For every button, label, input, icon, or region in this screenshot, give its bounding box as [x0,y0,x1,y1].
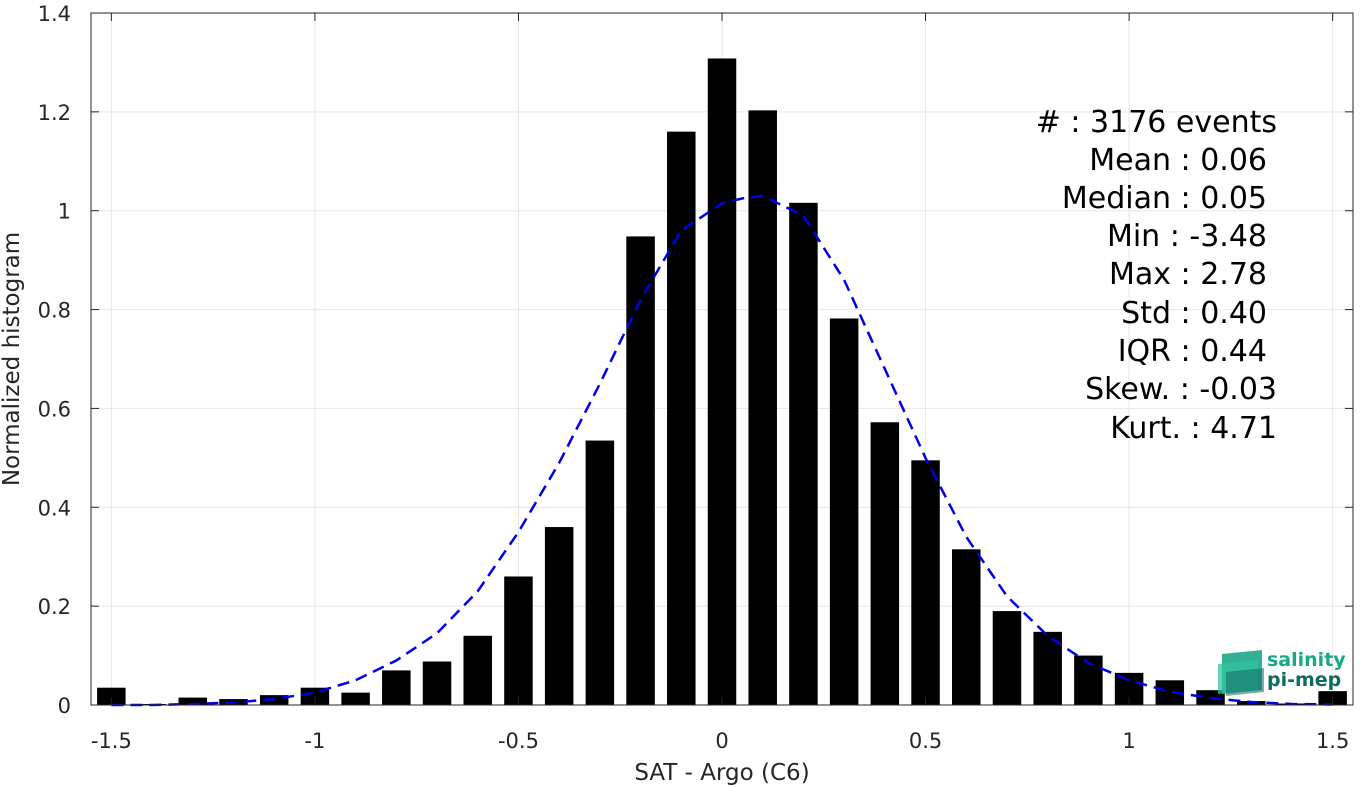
x-tick-label: -1.5 [91,729,132,753]
x-tick-label: -1 [304,729,325,753]
logo-line-pi-mep: pi-mep [1267,669,1341,691]
logo-line-salinity: salinity [1267,649,1346,671]
histogram-bars [97,58,1347,706]
y-tick-label: 0.8 [38,299,71,323]
histogram-bar [1033,631,1062,705]
histogram-bar [544,527,574,705]
y-tick-label: 0.2 [38,595,71,619]
stats-box: # : 3176 events Mean : 0.06 Median : 0.0… [1036,105,1277,446]
gaussian-fit-line [111,194,1333,707]
histogram-bar [341,692,370,705]
y-tick-label: 1 [58,200,71,224]
y-axis-label: Normalized histogram [0,232,25,486]
stat-skew: Skew. : -0.03 [1085,372,1277,407]
y-tick-label: 1.4 [38,2,71,26]
histogram-bar [178,697,208,705]
histogram-bar [829,318,859,705]
histogram-bar [952,549,981,705]
y-tick-label: 0 [58,694,71,718]
stat-median: Median : 0.05 [1062,181,1267,216]
histogram-bar [911,460,940,705]
y-tick-label: 0.6 [38,397,71,421]
histogram-bar [870,422,900,705]
stat-kurt: Kurt. : 4.71 [1110,411,1277,446]
histogram-bar [585,440,615,705]
stat-min: Min : -3.48 [1107,219,1267,254]
stat-iqr: IQR : 0.44 [1118,334,1267,369]
salinity-pi-mep-logo: salinity pi-mep [1218,649,1346,696]
histogram-bar [748,110,777,706]
histogram-bar [504,576,533,705]
y-tick-label: 1.2 [38,101,71,125]
x-tick-label: -0.5 [498,729,539,753]
histogram-bar [992,611,1022,705]
x-tick-label: 1 [1122,729,1135,753]
x-tick-label: 0 [715,729,728,753]
stat-events: # : 3176 events [1036,105,1277,140]
y-ticks: 0 0.2 0.4 0.6 0.8 1 1.2 1.4 [38,2,1353,718]
stat-max: Max : 2.78 [1109,257,1267,292]
y-tick-label: 0.4 [38,496,71,520]
histogram-bar [300,687,330,705]
x-axis-label: SAT - Argo (C6) [634,760,809,786]
wave-logo-icon [1218,650,1264,696]
stat-mean: Mean : 0.06 [1089,143,1267,178]
x-tick-label: 1.5 [1316,729,1349,753]
histogram-bar [382,670,411,705]
x-ticks: -1.5 -1 -0.5 0 0.5 1 1.5 [91,13,1349,753]
histogram-bar [463,635,492,705]
histogram-bar [789,202,818,705]
x-tick-label: 0.5 [909,729,942,753]
histogram-bar [707,58,737,705]
histogram-bar [97,687,126,705]
histogram-bar [422,661,452,705]
histogram-bar [667,131,696,706]
histogram-bar [626,236,655,705]
stat-std: Std : 0.40 [1121,296,1267,331]
